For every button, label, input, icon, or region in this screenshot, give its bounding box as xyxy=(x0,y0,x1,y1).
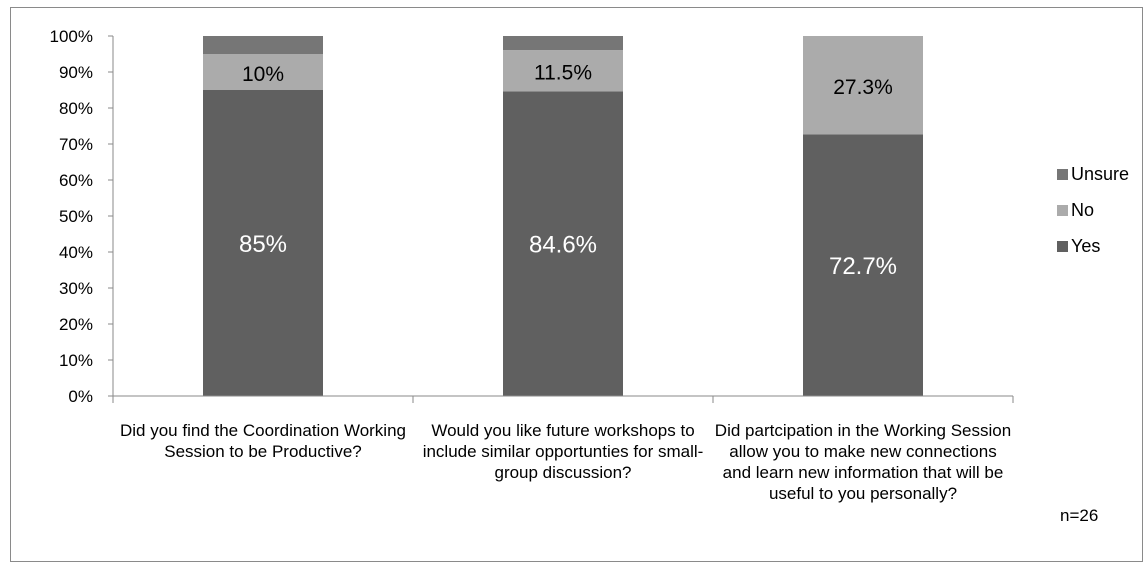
legend-label-yes: Yes xyxy=(1071,235,1101,256)
bar-no-3 xyxy=(803,36,923,135)
y-tick-label-5: 50% xyxy=(59,207,93,226)
data-label-no-3: 27.3% xyxy=(833,76,893,99)
y-tick-label-3: 30% xyxy=(59,279,93,298)
y-tick-label-8: 80% xyxy=(59,99,93,118)
y-tick-label-1: 10% xyxy=(59,351,93,370)
y-tick-label-6: 60% xyxy=(59,171,93,190)
legend-swatch-no xyxy=(1057,204,1068,216)
bar-no-1 xyxy=(203,54,323,90)
x-category-label-2: Would you like future workshops to inclu… xyxy=(422,421,704,482)
y-tick-label-2: 20% xyxy=(59,315,93,334)
data-label-yes-3: 72.7% xyxy=(829,253,897,280)
legend-label-no: No xyxy=(1071,199,1095,220)
legend-swatch-yes xyxy=(1057,240,1068,252)
sample-size-note: n=26 xyxy=(1060,506,1099,525)
bar-yes-1 xyxy=(203,90,323,396)
bar-unsure-2 xyxy=(503,36,623,51)
bar-no-2 xyxy=(503,50,623,92)
legend-item-unsure: Unsure xyxy=(1057,156,1129,192)
y-tick-label-10: 100% xyxy=(50,27,93,46)
data-label-no-1: 10% xyxy=(242,63,284,86)
legend-item-no: No xyxy=(1057,192,1129,228)
bar-yes-3 xyxy=(803,134,923,396)
legend-swatch-unsure xyxy=(1057,168,1068,180)
bar-yes-2 xyxy=(503,91,623,396)
bar-unsure-1 xyxy=(203,36,323,54)
legend-label-unsure: Unsure xyxy=(1071,163,1130,184)
x-category-label-3: Did partcipation in the Working Session … xyxy=(714,421,1012,503)
y-tick-label-9: 90% xyxy=(59,63,93,82)
x-category-label-1: Did you find the Coordination Working Se… xyxy=(119,421,406,461)
data-label-no-2: 11.5% xyxy=(534,62,592,85)
data-label-yes-1: 85% xyxy=(239,231,287,258)
legend-item-yes: Yes xyxy=(1057,228,1129,264)
y-tick-label-0: 0% xyxy=(68,387,93,406)
chart-frame xyxy=(10,7,1143,562)
data-label-yes-2: 84.6% xyxy=(529,232,597,259)
y-tick-label-7: 70% xyxy=(59,135,93,154)
legend: Unsure No Yes xyxy=(1057,156,1129,264)
y-tick-label-4: 40% xyxy=(59,243,93,262)
